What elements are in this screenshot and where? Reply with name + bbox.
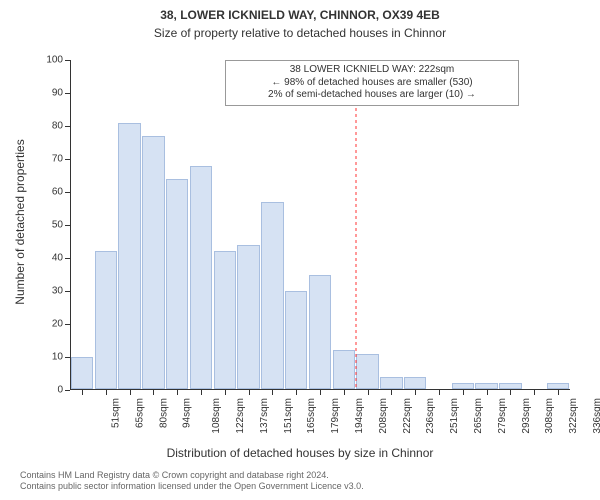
x-tick [272, 390, 273, 395]
x-tick-label: 179sqm [330, 398, 341, 434]
x-tick-label: 165sqm [306, 398, 317, 434]
y-tick [65, 93, 70, 94]
x-tick-label: 80sqm [158, 398, 169, 428]
x-tick-label: 108sqm [211, 398, 222, 434]
chart-container: 38, LOWER ICKNIELD WAY, CHINNOR, OX39 4E… [0, 0, 600, 500]
x-tick-label: 208sqm [378, 398, 389, 434]
x-tick-label: 293sqm [521, 398, 532, 434]
histogram-bar [237, 245, 259, 389]
x-tick [368, 390, 369, 395]
y-tick [65, 126, 70, 127]
y-axis-title: Number of detached properties [13, 122, 27, 322]
histogram-bar [261, 202, 283, 389]
y-tick-label: 70 [35, 154, 63, 165]
y-tick-label: 80 [35, 121, 63, 132]
x-tick [391, 390, 392, 395]
y-tick [65, 60, 70, 61]
histogram-bar [333, 350, 355, 389]
x-tick-label: 122sqm [235, 398, 246, 434]
x-tick-label: 65sqm [134, 398, 145, 428]
histogram-bar [309, 275, 331, 390]
histogram-bar [190, 166, 212, 389]
legend-box: 38 LOWER ICKNIELD WAY: 222sqm← 98% of de… [225, 60, 519, 106]
x-tick-label: 94sqm [182, 398, 193, 428]
x-tick [82, 390, 83, 395]
x-axis-title: Distribution of detached houses by size … [0, 446, 600, 460]
histogram-bar [142, 136, 164, 389]
histogram-bar [214, 251, 236, 389]
y-tick-label: 30 [35, 286, 63, 297]
x-tick [534, 390, 535, 395]
y-tick-label: 10 [35, 352, 63, 363]
plot-inner: 010203040506070809010051sqm65sqm80sqm94s… [70, 60, 570, 390]
legend-line: 2% of semi-detached houses are larger (1… [232, 89, 512, 102]
x-tick [558, 390, 559, 395]
y-tick-label: 20 [35, 319, 63, 330]
y-tick-label: 90 [35, 88, 63, 99]
footer-text: Contains HM Land Registry data © Crown c… [20, 470, 364, 493]
x-tick [201, 390, 202, 395]
histogram-bar [285, 291, 307, 389]
x-tick [225, 390, 226, 395]
footer-line: Contains HM Land Registry data © Crown c… [20, 470, 364, 481]
legend-line: ← 98% of detached houses are smaller (53… [232, 77, 512, 90]
y-tick-label: 40 [35, 253, 63, 264]
x-tick-label: 194sqm [354, 398, 365, 434]
x-tick-label: 308sqm [545, 398, 556, 434]
x-tick-label: 51sqm [110, 398, 121, 428]
histogram-bar [71, 357, 93, 389]
legend-line: 38 LOWER ICKNIELD WAY: 222sqm [232, 64, 512, 77]
x-tick [106, 390, 107, 395]
x-tick [177, 390, 178, 395]
histogram-bar [95, 251, 117, 389]
histogram-bar [452, 383, 474, 389]
y-tick-label: 50 [35, 220, 63, 231]
chart-title: 38, LOWER ICKNIELD WAY, CHINNOR, OX39 4E… [0, 8, 600, 22]
y-tick [65, 225, 70, 226]
x-tick [510, 390, 511, 395]
y-tick-label: 60 [35, 187, 63, 198]
histogram-bar [499, 383, 521, 389]
y-tick [65, 291, 70, 292]
x-tick-label: 236sqm [426, 398, 437, 434]
y-tick [65, 258, 70, 259]
x-tick-label: 251sqm [449, 398, 460, 434]
x-tick [153, 390, 154, 395]
x-tick [439, 390, 440, 395]
x-tick-label: 336sqm [592, 398, 600, 434]
x-tick [296, 390, 297, 395]
x-tick-label: 151sqm [283, 398, 294, 434]
footer-line: Contains public sector information licen… [20, 481, 364, 492]
y-tick [65, 159, 70, 160]
y-tick [65, 192, 70, 193]
x-tick-label: 265sqm [473, 398, 484, 434]
x-tick [249, 390, 250, 395]
plot-area: 010203040506070809010051sqm65sqm80sqm94s… [70, 60, 570, 390]
histogram-bar [547, 383, 569, 389]
y-tick [65, 390, 70, 391]
x-tick [320, 390, 321, 395]
histogram-bar [404, 377, 426, 389]
x-tick [130, 390, 131, 395]
x-tick-label: 222sqm [402, 398, 413, 434]
x-tick-label: 322sqm [568, 398, 579, 434]
x-tick-label: 279sqm [497, 398, 508, 434]
y-axis-line [70, 60, 71, 390]
x-tick [415, 390, 416, 395]
y-tick [65, 324, 70, 325]
y-tick-label: 0 [35, 385, 63, 396]
chart-subtitle: Size of property relative to detached ho… [0, 26, 600, 40]
histogram-bar [166, 179, 188, 389]
x-tick-label: 137sqm [259, 398, 270, 434]
y-tick [65, 357, 70, 358]
x-tick [463, 390, 464, 395]
y-tick-label: 100 [35, 55, 63, 66]
marker-line [355, 60, 357, 390]
x-tick [344, 390, 345, 395]
x-tick [487, 390, 488, 395]
histogram-bar [475, 383, 497, 389]
histogram-bar [356, 354, 378, 389]
histogram-bar [380, 377, 402, 389]
histogram-bar [118, 123, 140, 389]
